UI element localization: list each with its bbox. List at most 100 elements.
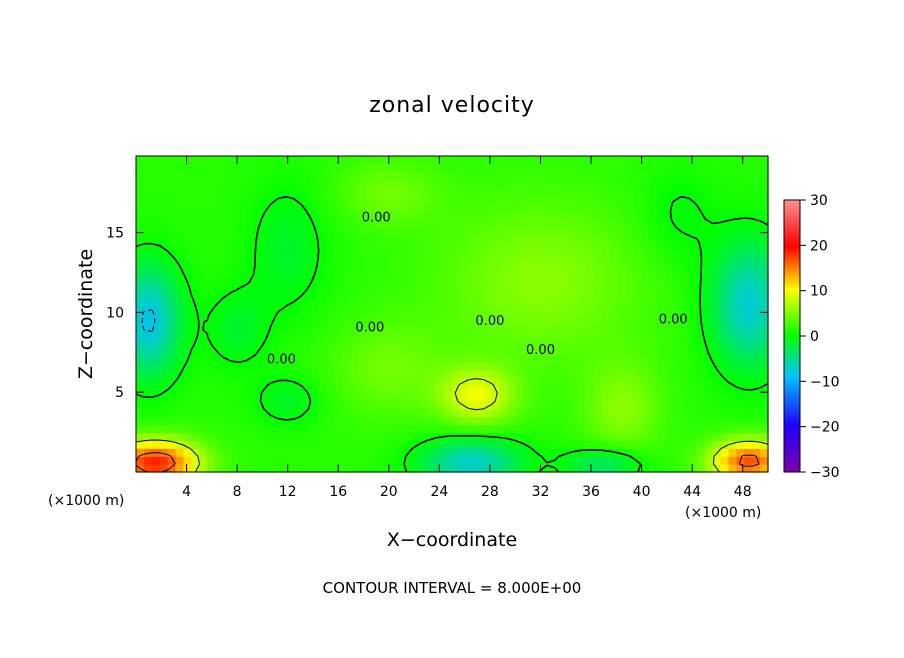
field-cell: [507, 187, 516, 197]
field-cell: [452, 321, 461, 331]
field-cell: [641, 290, 651, 299]
field-cell: [681, 187, 690, 197]
field-cell: [396, 456, 406, 465]
field-cell: [254, 195, 263, 204]
field-cell: [594, 385, 603, 394]
field-cell: [309, 242, 319, 252]
field-cell: [436, 400, 445, 410]
field-cell: [617, 235, 627, 244]
field-cell: [483, 219, 493, 228]
field-cell: [704, 211, 714, 220]
field-cell: [562, 250, 572, 260]
field-cell: [507, 298, 516, 307]
field-cell: [712, 211, 722, 220]
field-cell: [444, 156, 453, 165]
field-cell: [570, 345, 579, 355]
field-cell: [444, 298, 453, 307]
field-cell: [436, 250, 445, 260]
field-cell: [404, 211, 414, 220]
field-cell: [760, 306, 769, 315]
field-cell: [159, 274, 169, 283]
field-cell: [420, 156, 429, 165]
field-cell: [728, 448, 737, 457]
field-cell: [325, 456, 335, 465]
field-cell: [570, 416, 579, 426]
field-cell: [467, 290, 477, 299]
field-cell: [507, 369, 516, 378]
field-cell: [704, 424, 714, 434]
field-cell: [388, 219, 398, 228]
field-cell: [531, 274, 540, 283]
field-cell: [578, 464, 587, 473]
field-cell: [136, 282, 145, 291]
field-cell: [341, 306, 350, 315]
field-cell: [436, 235, 445, 244]
field-cell: [617, 179, 627, 189]
field-cell: [436, 274, 445, 283]
field-cell: [744, 298, 753, 307]
field-cell: [270, 385, 279, 394]
field-cell: [617, 282, 627, 291]
field-cell: [278, 432, 287, 441]
field-cell: [199, 448, 208, 457]
field-cell: [641, 195, 651, 204]
field-cell: [301, 377, 311, 386]
field-cell: [736, 432, 745, 441]
field-cell: [428, 448, 437, 457]
field-cell: [665, 424, 674, 434]
field-cell: [546, 235, 556, 244]
field-cell: [499, 432, 508, 441]
field-cell: [483, 448, 493, 457]
field-cell: [207, 187, 216, 197]
field-cell: [744, 242, 753, 252]
field-cell: [325, 464, 335, 473]
field-cell: [286, 361, 295, 370]
field-cell: [167, 416, 177, 426]
field-cell: [175, 235, 184, 244]
field-cell: [444, 258, 453, 268]
field-cell: [278, 456, 287, 465]
field-cell: [760, 242, 769, 252]
field-cell: [586, 385, 595, 394]
field-cell: [286, 369, 295, 378]
field-cell: [625, 361, 635, 370]
field-cell: [341, 171, 350, 181]
field-cell: [167, 306, 177, 315]
field-cell: [270, 298, 279, 307]
field-cell: [673, 385, 682, 394]
field-cell: [538, 385, 548, 394]
field-cell: [222, 448, 232, 457]
contour-label: 0.00: [475, 314, 504, 329]
field-cell: [515, 266, 524, 276]
field-cell: [649, 187, 658, 197]
field-cell: [673, 235, 682, 244]
field-cell: [625, 440, 635, 449]
field-cell: [143, 290, 153, 299]
field-cell: [412, 345, 421, 355]
field-cell: [602, 250, 611, 260]
field-cell: [531, 400, 540, 410]
field-cell: [175, 242, 184, 252]
field-cell: [333, 290, 342, 299]
field-cell: [199, 250, 208, 260]
field-cell: [262, 179, 271, 189]
field-cell: [151, 242, 161, 252]
field-cell: [459, 345, 469, 355]
field-cell: [673, 424, 682, 434]
field-cell: [262, 235, 271, 244]
field-cell: [207, 408, 216, 418]
field-cell: [159, 235, 169, 244]
field-cell: [728, 361, 737, 370]
field-cell: [475, 329, 485, 339]
field-cell: [230, 440, 240, 449]
field-cell: [373, 369, 382, 378]
field-cell: [238, 187, 248, 197]
field-cell: [696, 298, 706, 307]
field-cell: [475, 258, 485, 268]
field-cell: [436, 211, 445, 220]
field-cell: [207, 211, 216, 220]
field-cell: [222, 163, 232, 173]
field-cell: [301, 298, 311, 307]
field-cell: [617, 408, 627, 418]
field-cell: [760, 337, 769, 347]
